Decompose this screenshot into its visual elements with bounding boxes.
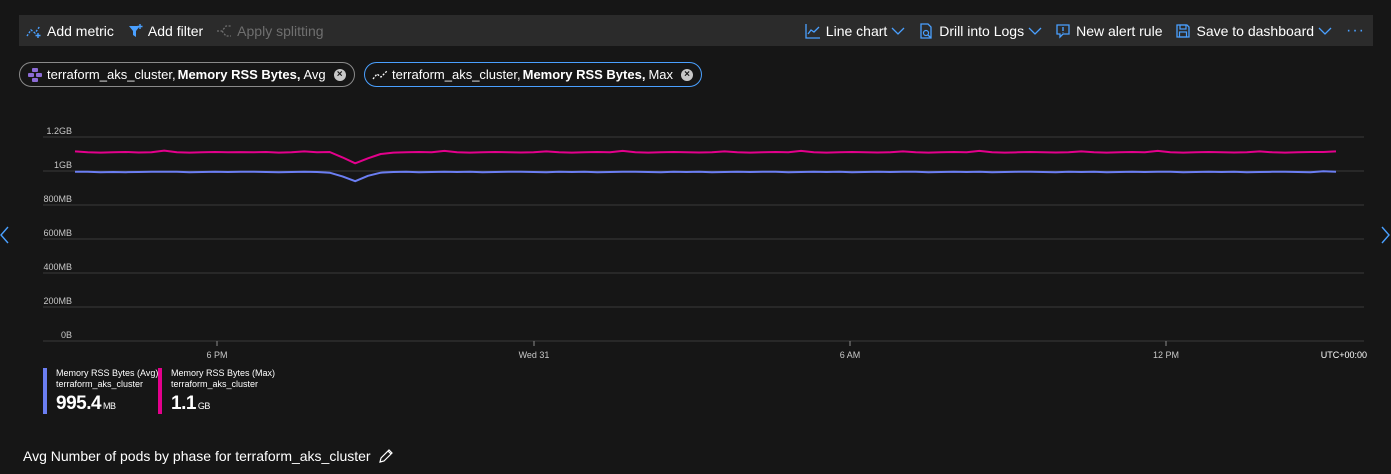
apply-splitting-button[interactable]: Apply splitting [209, 15, 329, 46]
legend-value: 995.4 MB [56, 393, 116, 414]
more-options-icon[interactable]: ··· [1346, 21, 1365, 39]
chevron-down-icon [1318, 26, 1332, 36]
new-alert-rule-label: New alert rule [1076, 22, 1163, 39]
legend-resource-name: terraform_aks_cluster [171, 379, 259, 389]
pencil-icon[interactable] [378, 448, 394, 464]
add-filter-label: Add filter [147, 22, 204, 39]
y-tick-label: 400MB [43, 262, 72, 272]
cluster-icon [27, 67, 43, 83]
chevron-left-icon[interactable] [0, 226, 10, 244]
pill-metric: Memory RSS Bytes, [522, 67, 646, 82]
series-line-max [74, 149, 1337, 165]
series-line-avg [75, 170, 1337, 183]
pill-metric: Memory RSS Bytes, [177, 67, 301, 82]
legend-item-max[interactable]: Memory RSS Bytes (Max) terraform_aks_clu… [158, 368, 275, 414]
add-metric-button[interactable]: Add metric [19, 15, 120, 46]
legend-series-name: Memory RSS Bytes (Max) [171, 368, 276, 378]
metric-line-icon [372, 67, 388, 83]
chevron-right-icon[interactable] [1380, 226, 1390, 244]
close-icon[interactable]: × [333, 68, 346, 81]
legend-item-avg[interactable]: Memory RSS Bytes (Avg) terraform_aks_clu… [43, 368, 158, 414]
apply-splitting-label: Apply splitting [237, 22, 324, 39]
line-chart-label: Line chart [825, 22, 888, 39]
save-icon [1174, 22, 1192, 40]
y-tick-label: 200MB [43, 296, 72, 306]
pill-resource: terraform_aks_cluster, [47, 67, 176, 82]
next-chart-title: Avg Number of pods by phase for terrafor… [23, 448, 394, 464]
x-tick-label: 6 PM [206, 350, 227, 360]
new-alert-rule-button[interactable]: New alert rule [1048, 15, 1168, 46]
filter-icon [126, 22, 144, 40]
metrics-toolbar: Add metric Add filter Apply splitting Li… [19, 15, 1373, 46]
timezone-label: UTC+00:00 [1321, 350, 1367, 360]
close-icon[interactable]: × [681, 68, 693, 81]
add-metric-icon [25, 22, 43, 40]
legend-value: 1.1 GB [171, 393, 210, 414]
y-tick-label: 0B [61, 330, 72, 340]
legend-resource-name: terraform_aks_cluster [56, 379, 144, 389]
chart-title-text: Avg Number of pods by phase for terrafor… [23, 448, 371, 464]
y-tick-label: 800MB [43, 194, 72, 204]
x-tick-label: 6 AM [840, 350, 861, 360]
save-to-dashboard-dropdown[interactable]: Save to dashboard [1168, 15, 1338, 46]
pill-aggregation: Max [648, 67, 673, 82]
add-filter-button[interactable]: Add filter [120, 15, 209, 46]
line-chart-icon [804, 22, 822, 40]
line-chart[interactable]: 0B 200MB 400MB 600MB 800MB 1GB 1.2GB 6 PM Wed 31… [0, 120, 1391, 365]
drill-into-logs-dropdown[interactable]: Drill into Logs [911, 15, 1048, 46]
pill-aggregation: Avg [303, 67, 326, 82]
add-metric-label: Add metric [47, 22, 114, 39]
y-tick-label: 600MB [43, 228, 72, 238]
pill-resource: terraform_aks_cluster, [392, 67, 521, 82]
save-to-dashboard-label: Save to dashboard [1196, 22, 1315, 39]
y-tick-label: 1GB [54, 160, 72, 170]
legend-series-name: Memory RSS Bytes (Avg) [56, 368, 159, 378]
alert-icon [1054, 22, 1072, 40]
x-tick-label: Wed 31 [519, 350, 550, 360]
metric-pill-max[interactable]: terraform_aks_cluster, Memory RSS Bytes,… [364, 62, 702, 87]
chevron-down-icon [891, 26, 905, 36]
splitting-icon [215, 22, 233, 40]
logs-icon [917, 22, 935, 40]
y-tick-label: 1.2GB [46, 126, 72, 136]
x-tick-label: 12 PM [1153, 350, 1179, 360]
chevron-down-icon [1028, 26, 1042, 36]
drill-into-logs-label: Drill into Logs [939, 22, 1025, 39]
line-chart-dropdown[interactable]: Line chart [798, 15, 911, 46]
metric-pill-avg[interactable]: terraform_aks_cluster, Memory RSS Bytes,… [19, 62, 355, 87]
